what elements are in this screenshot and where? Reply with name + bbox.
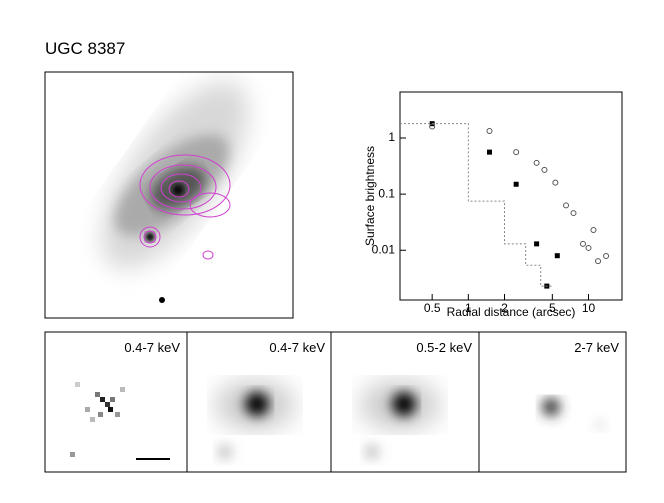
panel-label: 2-7 keV: [574, 340, 619, 355]
model-line: [400, 123, 553, 287]
data-point: [590, 226, 597, 233]
optical-image: [45, 72, 293, 318]
data-point: [513, 149, 520, 156]
panel-dividers: [186, 332, 480, 472]
data-point: [603, 253, 610, 260]
xray-panels: [45, 332, 626, 472]
data-point: [570, 210, 577, 217]
panel-label: 0.5-2 keV: [416, 340, 472, 355]
x-tick-label: 0.5: [424, 301, 441, 315]
x-tick-label: 5: [549, 301, 556, 315]
data-point: [513, 181, 519, 187]
image-frame: [44, 71, 294, 319]
y-axis-label: Surface brightness: [363, 146, 377, 246]
y-tick-label: 1: [388, 130, 395, 144]
panel-label: 0.4-7 keV: [269, 340, 325, 355]
x-tick-label: 1: [465, 301, 472, 315]
data-point: [595, 258, 602, 265]
data-point: [585, 244, 592, 251]
data-point: [486, 128, 493, 135]
data-point: [552, 179, 559, 186]
figure-title: UGC 8387: [45, 39, 125, 58]
data-point: [554, 253, 560, 259]
x-axis-label: Radial distance (arcsec): [447, 305, 576, 319]
x-tick-label: 10: [582, 301, 596, 315]
x-tick-label: 2: [501, 301, 508, 315]
data-point: [533, 159, 540, 166]
y-tick-label: 0.1: [378, 186, 395, 200]
panel-frame: [44, 331, 627, 473]
data-point: [563, 202, 570, 209]
data-point: [486, 149, 492, 155]
plot-frame: [399, 91, 623, 301]
data-point: [534, 241, 540, 247]
data-point: [541, 166, 548, 173]
y-tick-label: 0.01: [372, 242, 396, 256]
data-point: [580, 240, 587, 247]
panel-label: 0.4-7 keV: [124, 340, 180, 355]
